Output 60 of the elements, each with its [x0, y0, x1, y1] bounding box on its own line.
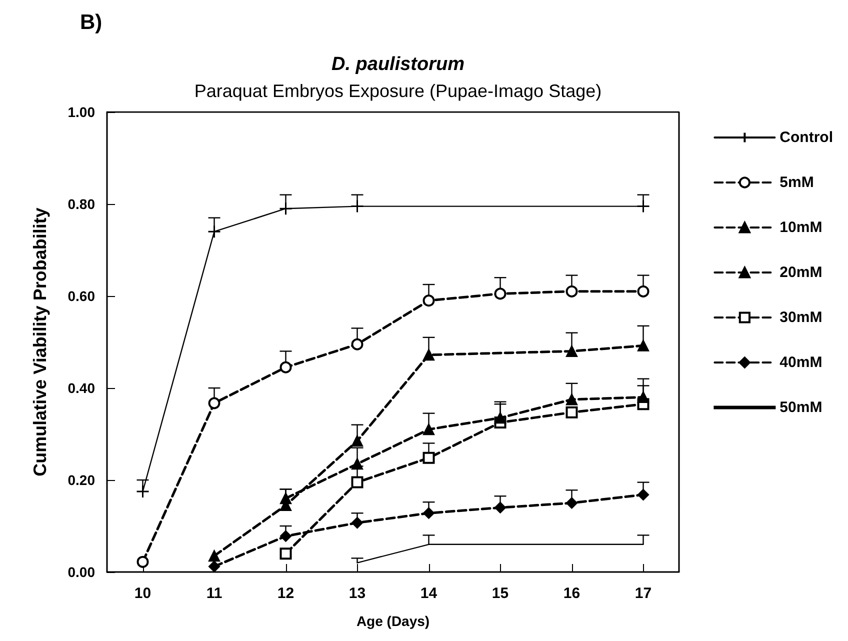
legend-label: 50mM: [780, 399, 822, 416]
x-tick-label: 16: [563, 585, 580, 602]
point: [351, 476, 364, 488]
point: [422, 294, 435, 307]
x-tick-label: 12: [277, 585, 294, 602]
point: [136, 484, 150, 498]
point: [566, 406, 578, 418]
point: [636, 200, 650, 214]
point: [566, 285, 578, 298]
x-tick-label: 15: [492, 585, 509, 602]
legend-label: 20mM: [780, 264, 822, 281]
x-axis-title: Age (Days): [356, 613, 430, 629]
legend-label: Control: [780, 129, 834, 146]
legend-label: 40mM: [780, 354, 822, 371]
point: [637, 285, 650, 298]
x-tick-label: 14: [420, 585, 438, 602]
text: B): [80, 11, 102, 34]
x-tick-label: 17: [634, 585, 652, 602]
x-tick-label: 10: [134, 585, 152, 602]
point: [638, 488, 649, 500]
point: [280, 361, 292, 374]
y-tick-label: 0.60: [68, 288, 96, 304]
point: [279, 202, 292, 216]
point: [494, 502, 506, 514]
point: [351, 338, 364, 350]
chart-title: D. paulistorum: [331, 54, 465, 75]
y-tick-label: 0.40: [68, 380, 96, 396]
point: [494, 412, 506, 424]
point: [350, 200, 364, 214]
point: [352, 458, 363, 470]
point: [423, 349, 434, 361]
x-tick-label: 11: [206, 585, 222, 602]
point: [638, 391, 649, 403]
legend-label: 5mM: [780, 174, 814, 191]
point: [423, 507, 434, 519]
point: [422, 452, 435, 464]
point: [566, 394, 578, 406]
legend-label: 10mM: [780, 219, 822, 236]
point: [208, 560, 220, 572]
legend-label: 30mM: [780, 309, 822, 326]
point: [352, 435, 363, 447]
point: [136, 556, 149, 568]
chart-subtitle: Paraquat Embryos Exposure (Pupae-Imago Stage): [194, 81, 602, 101]
point: [566, 497, 578, 509]
point: [638, 340, 649, 352]
point: [208, 550, 220, 562]
point: [494, 288, 506, 300]
point: [280, 548, 292, 560]
point: [280, 530, 292, 542]
point: [352, 517, 363, 529]
y-tick-label: 1.00: [68, 104, 96, 120]
point: [423, 424, 434, 436]
y-tick-label: 0.20: [68, 472, 96, 488]
y-tick-label: 0.80: [68, 196, 96, 212]
x-tick-label: 13: [348, 585, 366, 602]
point: [566, 345, 578, 357]
y-axis-title: Cumulative Viability Probability: [30, 208, 50, 476]
point: [208, 397, 220, 410]
point: [208, 224, 221, 238]
y-tick-label: 0.00: [68, 564, 96, 580]
